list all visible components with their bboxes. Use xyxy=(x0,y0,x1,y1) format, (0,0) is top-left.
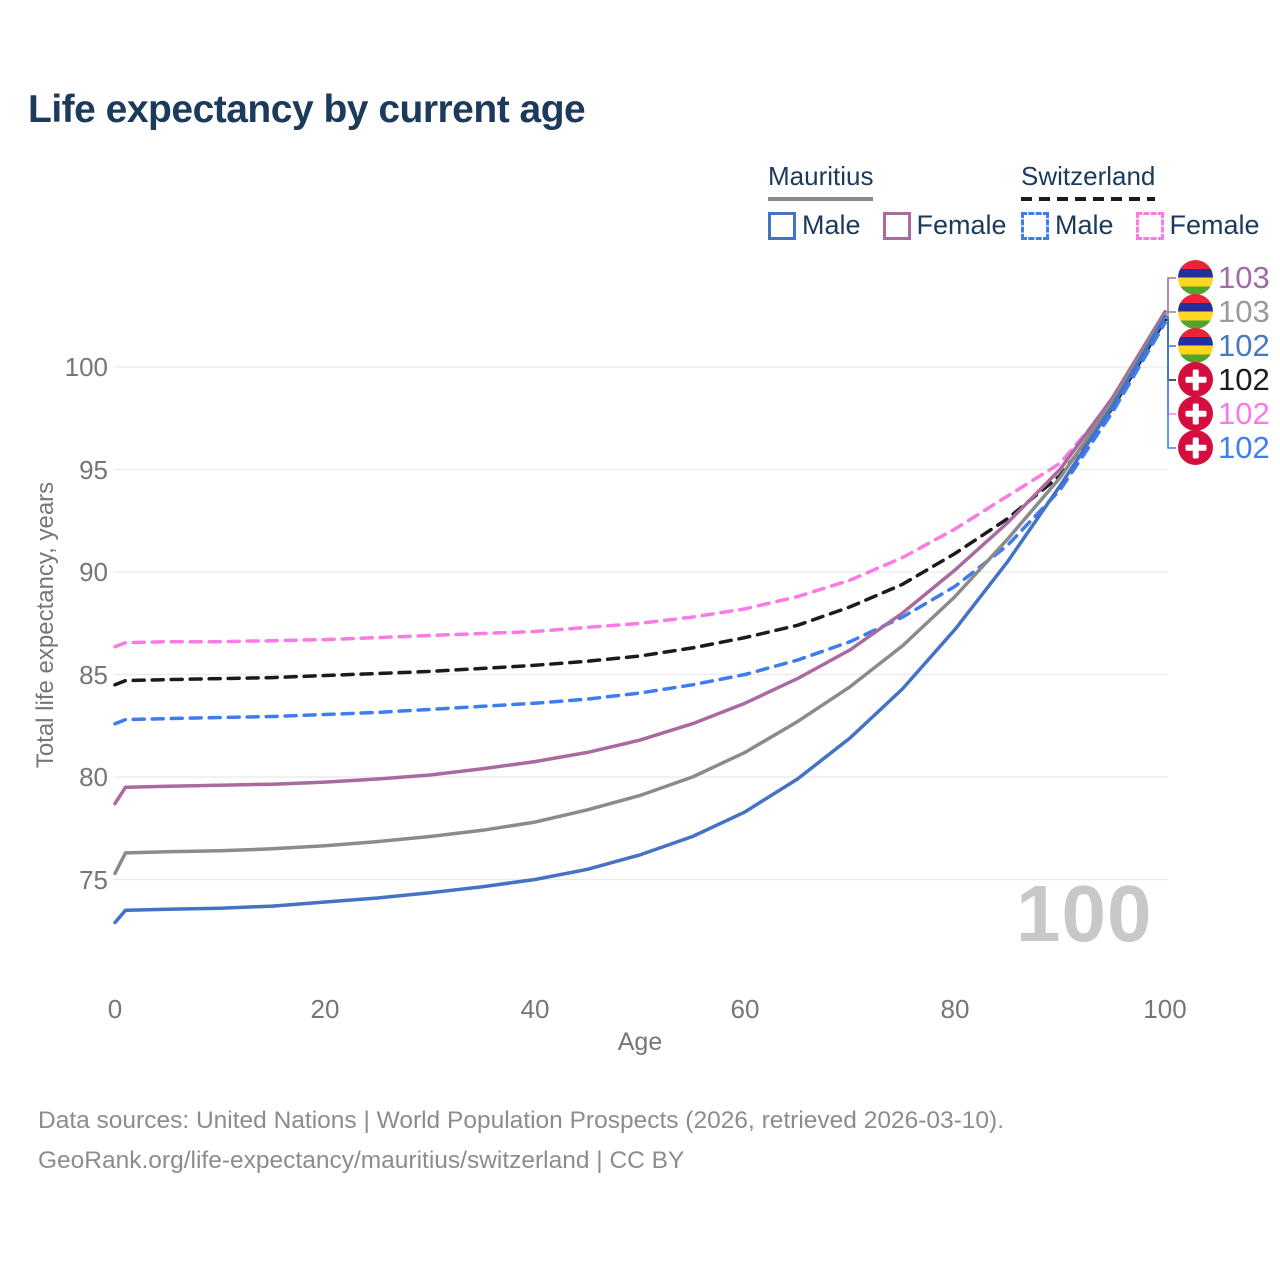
mauritius-flag-icon xyxy=(1178,328,1213,363)
end-label-connector-mauritius-overall xyxy=(1165,311,1176,316)
legend-swatch-icon xyxy=(1135,211,1164,240)
line-switzerland-female xyxy=(113,316,1167,649)
attribution-text: GeoRank.org/life-expectancy/mauritius/sw… xyxy=(38,1147,685,1174)
end-label-value: 102 xyxy=(1218,430,1270,465)
switzerland-flag-icon xyxy=(1178,430,1213,465)
legend-line-style-solid xyxy=(768,197,874,201)
y-tick-label-90: 90 xyxy=(79,557,108,587)
end-label-value: 103 xyxy=(1218,294,1270,329)
legend-swatch-icon xyxy=(768,211,796,240)
switzerland-flag-icon xyxy=(1178,396,1213,431)
line-mauritius-overall xyxy=(113,312,1167,876)
legend-item-label: Female xyxy=(1169,210,1260,240)
mauritius-flag-icon xyxy=(1178,294,1213,329)
end-label-connector-mauritius-female xyxy=(1165,277,1176,313)
y-axis-title: Total life expectancy, years xyxy=(32,481,59,769)
switzerland-flag-icon xyxy=(1178,362,1213,397)
x-tick-label-20: 20 xyxy=(310,994,340,1024)
x-tick-label-60: 60 xyxy=(730,994,760,1024)
data-sources-text: Data sources: United Nations | World Pop… xyxy=(38,1107,1005,1134)
page-title: Life expectancy by current age xyxy=(28,88,586,131)
x-tick-label-100: 100 xyxy=(1143,994,1187,1024)
end-label-value: 102 xyxy=(1218,362,1270,397)
y-tick-label-75: 75 xyxy=(79,864,108,895)
legend-line-style-dashed xyxy=(1021,197,1156,201)
legend-items: Male Female xyxy=(1021,210,1280,241)
end-label-connector-switzerland-male xyxy=(1165,322,1176,449)
legend-group-title: Mauritius xyxy=(768,161,874,191)
x-axis-title: Age xyxy=(617,1028,663,1056)
legend-group-switzerland: Switzerland Male Female xyxy=(1021,161,1280,241)
watermark-age-indicator: 100 xyxy=(1016,869,1153,958)
legend-group-title: Switzerland xyxy=(1021,161,1156,191)
legend-item-switzerland-male: Male xyxy=(1021,210,1114,241)
end-label-value: 103 xyxy=(1218,260,1270,295)
legend-item-label: Male xyxy=(1055,210,1114,240)
x-tick-label-80: 80 xyxy=(940,994,970,1024)
y-tick-label-85: 85 xyxy=(79,659,108,690)
legend-swatch-icon xyxy=(1021,211,1049,240)
legend-item-switzerland-female: Female xyxy=(1135,210,1260,241)
line-mauritius-female xyxy=(113,309,1167,806)
y-tick-label-80: 80 xyxy=(79,762,108,792)
mauritius-flag-icon xyxy=(1178,260,1213,295)
line-switzerland-overall xyxy=(113,318,1167,687)
end-label-connector-mauritius-male xyxy=(1165,315,1176,347)
legend-group-mauritius: Mauritius Male Female xyxy=(768,161,1029,241)
legend-group-header: Mauritius xyxy=(768,161,874,201)
end-label-connector-switzerland-overall xyxy=(1165,319,1176,381)
legend-item-label: Male xyxy=(802,210,861,240)
x-tick-label-40: 40 xyxy=(520,994,550,1024)
end-label-value: 102 xyxy=(1218,328,1270,363)
legend-item-mauritius-female: Female xyxy=(882,210,1007,241)
legend-item-mauritius-male: Male xyxy=(768,210,861,241)
legend-items: Male Female xyxy=(768,210,1029,241)
x-tick-label-0: 0 xyxy=(107,994,123,1024)
line-mauritius-male xyxy=(113,315,1167,925)
end-label-connector-switzerland-female xyxy=(1165,317,1176,415)
legend-item-label: Female xyxy=(916,210,1007,240)
legend-group-header: Switzerland xyxy=(1021,161,1156,201)
end-label-value: 102 xyxy=(1218,396,1270,431)
y-tick-label-100: 100 xyxy=(64,352,108,382)
legend-swatch-icon xyxy=(882,211,911,240)
y-tick-label-95: 95 xyxy=(79,454,108,485)
